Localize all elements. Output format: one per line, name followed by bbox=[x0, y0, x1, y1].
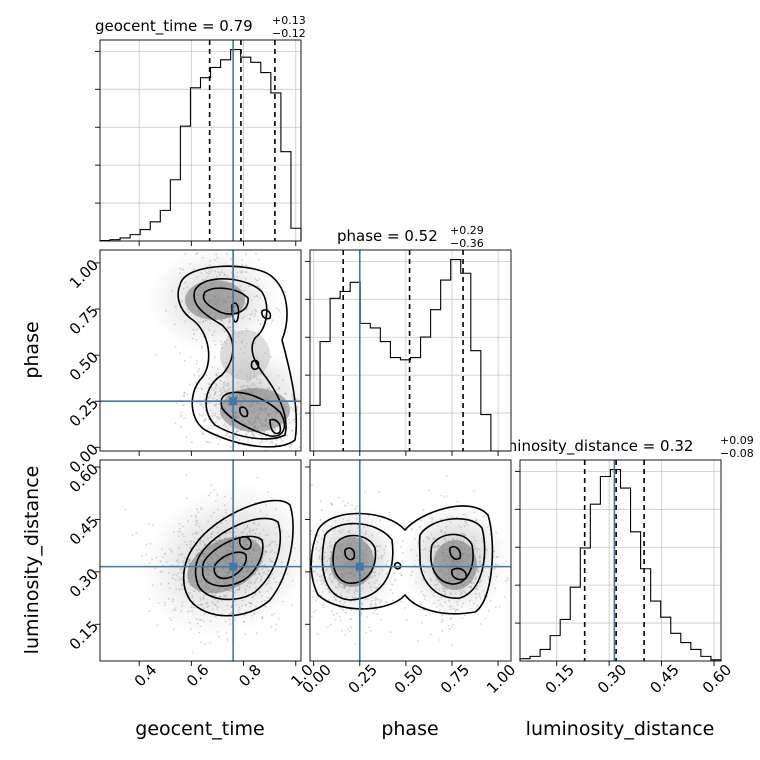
x-tick-label-geocent-time: 0.6 bbox=[183, 661, 213, 691]
joint-phase-luminosity-distance-density bbox=[310, 460, 511, 661]
title-phase: phase = 0.52 +0.29 −0.36 bbox=[337, 224, 484, 250]
svg-text:−0.12: −0.12 bbox=[272, 27, 306, 40]
y-tick-label-luminosity-distance: 0.15 bbox=[66, 617, 102, 653]
histogram-phase bbox=[309, 259, 511, 452]
panel-background bbox=[520, 460, 721, 661]
histogram-luminosity-distance bbox=[519, 469, 722, 661]
marginal-luminosity-distance-panel bbox=[515, 459, 722, 662]
panel-frame bbox=[99, 459, 302, 662]
x-tick-label-phase: 0.50 bbox=[391, 661, 427, 697]
svg-text:+0.13: +0.13 bbox=[272, 14, 306, 27]
x-tick-label-luminosity-distance: 0.45 bbox=[646, 661, 682, 697]
panel-frame bbox=[519, 459, 722, 662]
x-tick-label-luminosity-distance: 0.15 bbox=[542, 661, 578, 697]
svg-text:luminosity_distance = 0.32: luminosity_distance = 0.32 bbox=[489, 437, 693, 456]
svg-text:+0.29: +0.29 bbox=[450, 224, 484, 237]
panel-frame bbox=[99, 39, 302, 242]
marginal-phase-panel bbox=[305, 249, 512, 452]
truth-marker bbox=[229, 397, 238, 406]
y-tick-label-luminosity-distance: 0.30 bbox=[66, 565, 102, 601]
joint-geocent-time-phase-panel bbox=[99, 249, 302, 452]
x-tick-label-phase: 0.75 bbox=[437, 661, 473, 697]
x-tick-label-phase: 0.25 bbox=[345, 661, 381, 697]
title-luminosity-distance: luminosity_distance = 0.32 +0.09 −0.08 bbox=[489, 434, 754, 460]
svg-text:−0.08: −0.08 bbox=[720, 447, 754, 460]
truth-marker bbox=[229, 562, 238, 571]
x-axis-label-geocent-time: geocent_time bbox=[135, 718, 264, 740]
joint-geocent-time-phase-density bbox=[100, 250, 301, 451]
panel-frame bbox=[99, 249, 302, 452]
joint-geocent-time-luminosity-distance-panel bbox=[99, 459, 302, 662]
svg-text:geocent_time = 0.79: geocent_time = 0.79 bbox=[95, 17, 253, 36]
y-axis-label-luminosity-distance: luminosity_distance bbox=[21, 466, 43, 655]
title-geocent-time: geocent_time = 0.79 +0.13 −0.12 bbox=[95, 14, 306, 40]
y-tick-label-phase: 0.50 bbox=[66, 348, 102, 384]
joint-phase-luminosity-distance-panel bbox=[309, 459, 512, 662]
svg-text:phase = 0.52: phase = 0.52 bbox=[337, 227, 438, 245]
x-tick-label-phase: 1.00 bbox=[483, 661, 519, 697]
y-tick-label-luminosity-distance: 0.45 bbox=[66, 512, 102, 548]
x-tick-label-luminosity-distance: 0.30 bbox=[594, 661, 630, 697]
y-tick-label-phase: 0.75 bbox=[66, 302, 102, 338]
x-tick-label-luminosity-distance: 0.60 bbox=[699, 661, 735, 697]
truth-marker bbox=[355, 562, 364, 571]
svg-text:+0.09: +0.09 bbox=[720, 434, 754, 447]
panel-background bbox=[100, 40, 301, 241]
x-tick-label-geocent-time: 0.8 bbox=[235, 661, 265, 691]
joint-geocent-time-luminosity-distance-density bbox=[100, 460, 301, 661]
x-axis-label-phase: phase bbox=[381, 718, 438, 740]
y-tick-label-phase: 0.25 bbox=[66, 394, 102, 430]
x-tick-label-geocent-time: 0.4 bbox=[131, 661, 161, 691]
panel-frame bbox=[309, 249, 512, 452]
histogram-geocent-time bbox=[99, 49, 302, 242]
marginal-geocent-time-panel bbox=[95, 39, 302, 242]
panel-frame bbox=[309, 459, 512, 662]
svg-text:−0.36: −0.36 bbox=[450, 237, 484, 250]
y-axis-label-phase: phase bbox=[21, 321, 43, 378]
y-tick-label-phase: 1.00 bbox=[66, 256, 102, 292]
x-axis-label-luminosity-distance: luminosity_distance bbox=[526, 718, 715, 740]
